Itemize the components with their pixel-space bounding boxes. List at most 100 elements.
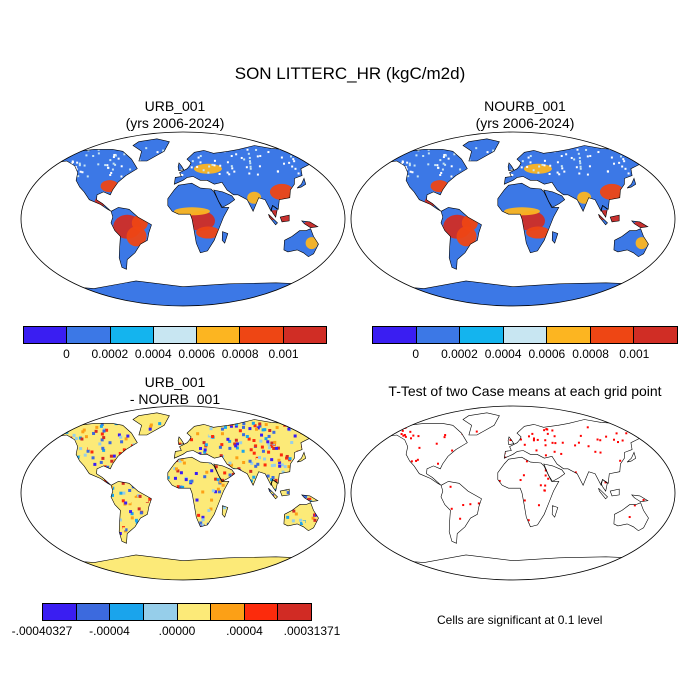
significant-cell [625, 432, 628, 435]
diff-cell [214, 465, 218, 469]
coastline [213, 189, 236, 208]
diff-cell [263, 463, 267, 467]
diff-cell [101, 446, 105, 450]
diff-cell [149, 423, 153, 427]
colorbar-swatch [416, 327, 461, 343]
diff-cell [323, 446, 327, 450]
coastline [110, 481, 152, 544]
coastline [543, 189, 566, 208]
colorbar-tick-label: 0 [412, 347, 420, 361]
diff-cell [203, 475, 207, 479]
land-australia [283, 502, 319, 531]
coastline [167, 456, 230, 528]
diff-cell [272, 430, 276, 434]
tundra-cell [70, 162, 73, 165]
diff-cell [214, 490, 218, 494]
significant-cell [546, 428, 549, 431]
significant-cell [539, 484, 542, 487]
tundra-cell [586, 155, 589, 158]
diff-cell [199, 447, 203, 451]
diff-cell [290, 441, 294, 445]
diff-cell [235, 442, 239, 446]
significant-cell [628, 516, 631, 519]
diff-cell [174, 467, 178, 471]
tundra-cell [226, 171, 229, 174]
tundra-cell [390, 147, 393, 150]
significant-cell [551, 441, 554, 444]
diff-cell [199, 433, 203, 437]
tundra-cell [411, 171, 414, 174]
significant-cell [612, 438, 615, 441]
tundra-cell [297, 152, 300, 155]
coastline [177, 436, 185, 446]
diff-cell [260, 445, 264, 449]
diff-cell [242, 422, 246, 426]
tundra-cell [639, 150, 642, 153]
tundra-cell [87, 149, 90, 152]
value-region [526, 226, 551, 239]
coastline [301, 220, 319, 229]
tundra-cell [83, 164, 86, 167]
significant-cell [417, 435, 420, 438]
land-africa [167, 457, 229, 527]
significant-cell [574, 444, 577, 447]
tundra-cell [138, 159, 141, 162]
diff-cell [148, 497, 152, 501]
coastline [45, 554, 322, 580]
coastline [132, 412, 170, 436]
map-border [350, 131, 676, 307]
figure-title: SON LITTERC_HR (kgC/m2d) [234, 64, 466, 83]
tundra-cell [255, 148, 258, 151]
tundra-cell [585, 148, 588, 151]
tundra-cell [526, 165, 529, 168]
tundra-cell [303, 158, 306, 161]
land-madagascar [222, 231, 228, 244]
tundra-cell [578, 172, 581, 175]
significant-cell [544, 444, 547, 447]
tundra-cell [541, 163, 544, 166]
tundra-cell [97, 163, 100, 166]
land-arabia [543, 190, 565, 208]
diff-cell [234, 438, 238, 442]
diff-cell [173, 467, 177, 471]
tundra-cell [60, 147, 63, 150]
tundra-cell [532, 169, 535, 172]
coastline [626, 177, 637, 189]
diff-cell [308, 430, 312, 434]
map-diff [20, 405, 346, 581]
tundra-cell [226, 161, 229, 164]
diff-cell [134, 494, 138, 498]
land-indonesia1 [598, 488, 608, 499]
tundra-cell [290, 155, 293, 158]
diff-cell [279, 453, 283, 457]
tundra-cell [636, 157, 639, 160]
diff-cell [220, 443, 224, 447]
colorbar-tick-label: 0.0004 [134, 347, 172, 361]
diff-cell [252, 438, 256, 442]
diff-cell [275, 426, 279, 430]
diff-cell [258, 456, 262, 460]
tundra-cell [444, 163, 447, 166]
tundra-cell [259, 154, 262, 157]
diff-cell [262, 457, 266, 461]
diff-cell [138, 494, 142, 498]
diff-cell [249, 469, 253, 473]
tundra-cell [442, 162, 445, 165]
diff-cell [233, 442, 237, 446]
tundra-cell [622, 158, 625, 161]
coastline [598, 213, 608, 226]
tundra-cell [439, 159, 442, 162]
diff-cell [276, 446, 280, 450]
coastline [440, 207, 482, 270]
diff-cell [294, 512, 298, 516]
diff-cell [215, 434, 219, 438]
tundra-cell [427, 148, 430, 151]
tundra-cell [620, 155, 623, 158]
tundra-cell [110, 171, 113, 174]
tundra-cell [55, 153, 58, 156]
tundra-cell [633, 158, 636, 161]
diff-cell [128, 502, 132, 506]
significant-cell [469, 503, 472, 506]
diff-cell [221, 483, 225, 487]
tundra-cell [300, 148, 303, 151]
